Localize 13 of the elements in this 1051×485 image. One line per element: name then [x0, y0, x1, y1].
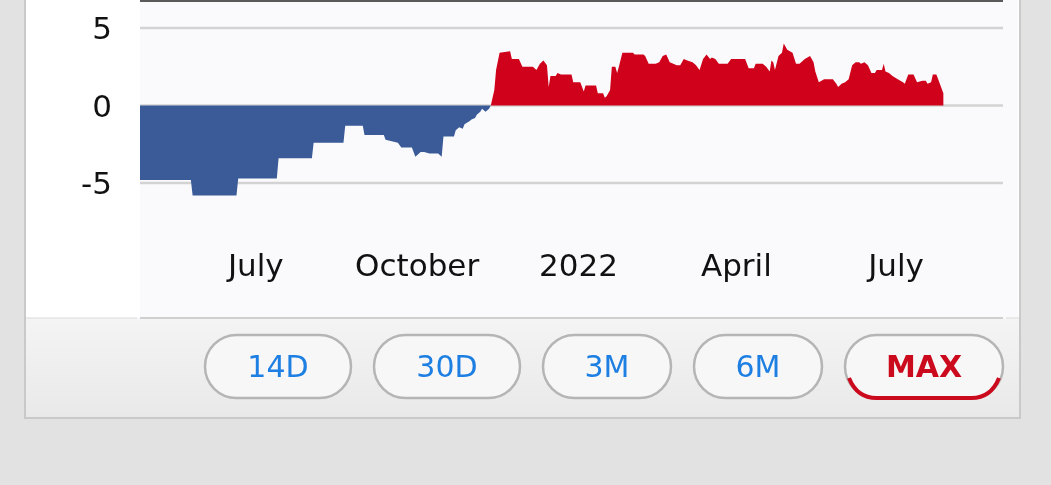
range-button[interactable]: MAX — [843, 333, 1005, 400]
x-tick-label: July — [225, 247, 284, 283]
range-button[interactable]: 3M — [541, 333, 673, 400]
range-button[interactable]: 6M — [692, 333, 824, 400]
range-button[interactable]: 14D — [203, 333, 353, 400]
x-tick-label: July — [866, 247, 924, 283]
y-tick-label: 0 — [92, 87, 112, 124]
y-tick-label: -5 — [81, 165, 112, 202]
range-button[interactable]: 30D — [372, 333, 522, 400]
y-tick-label: 5 — [92, 10, 112, 47]
x-tick-label: October — [355, 247, 480, 283]
x-tick-label: April — [700, 247, 772, 283]
x-tick-label: 2022 — [539, 247, 618, 283]
